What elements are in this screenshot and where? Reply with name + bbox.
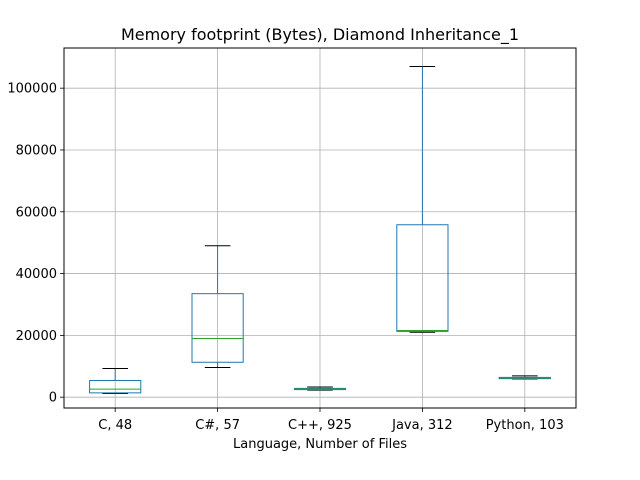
x-tick-label: Java, 312: [391, 418, 453, 433]
y-tick-label: 0: [49, 391, 57, 406]
x-tick-label: Python, 103: [486, 418, 564, 433]
y-tick-label: 20000: [16, 329, 57, 344]
iqr-box: [191, 293, 244, 363]
iqr-box: [396, 224, 449, 332]
boxes: [89, 66, 551, 394]
y-tick-label: 80000: [16, 143, 57, 158]
iqr-box: [89, 379, 142, 394]
grid-lines: [64, 48, 576, 408]
box-3: [293, 386, 347, 391]
box-5: [498, 375, 551, 380]
x-tick-label: C++, 925: [288, 418, 352, 433]
y-tick-label: 100000: [7, 82, 57, 97]
box-1: [89, 367, 142, 394]
x-axis-label: Language, Number of Files: [233, 437, 407, 452]
x-tick-label: C, 48: [98, 418, 132, 433]
axes: 0 20000 40000 60000 80000 100000 C, 48 C#, 57 C+…: [7, 82, 564, 433]
x-tick-label: C#, 57: [195, 418, 240, 433]
y-tick-label: 40000: [16, 267, 57, 282]
box-4: [396, 66, 449, 333]
box-2: [191, 245, 244, 369]
chart-title: Memory footprint (Bytes), Diamond Inheri…: [121, 25, 519, 45]
y-tick-label: 60000: [16, 205, 57, 220]
